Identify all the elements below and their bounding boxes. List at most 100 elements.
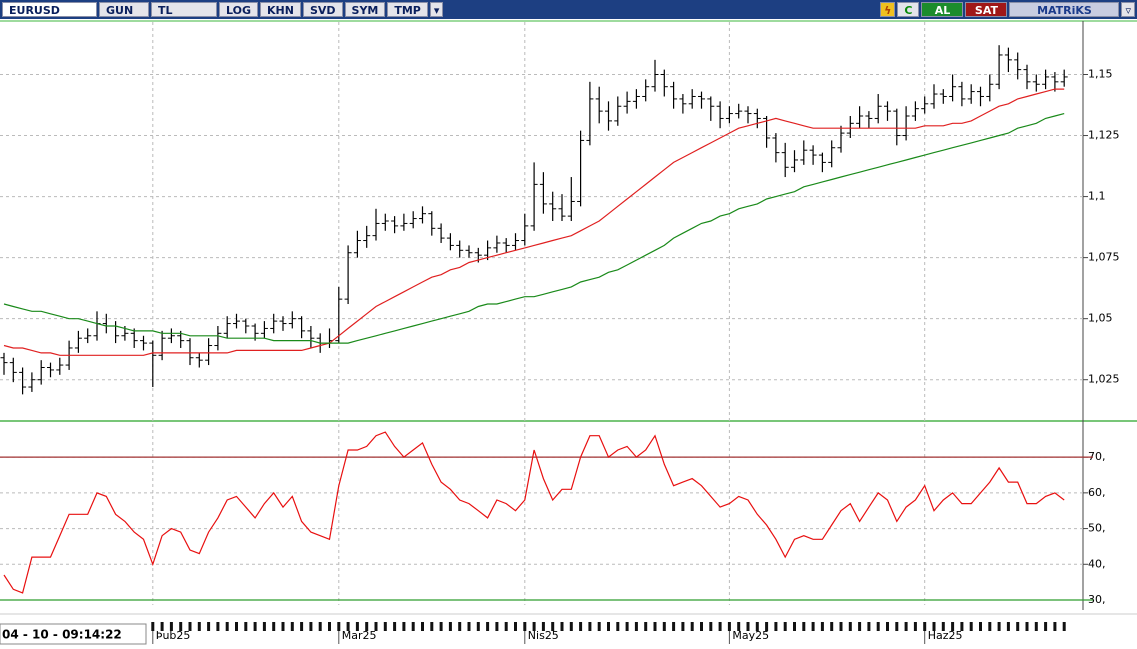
day-tick xyxy=(951,622,955,631)
day-tick xyxy=(216,622,220,631)
day-tick xyxy=(820,622,824,631)
day-tick xyxy=(272,622,276,631)
day-tick xyxy=(1025,622,1029,631)
day-tick xyxy=(607,622,610,631)
x-tick-label: May25 xyxy=(732,629,769,642)
flash-icon[interactable]: ϟ xyxy=(880,2,896,17)
day-tick xyxy=(895,622,899,631)
x-tick-label: Þub25 xyxy=(156,629,191,642)
day-tick xyxy=(932,622,936,631)
series-line xyxy=(3,431,1065,594)
day-tick xyxy=(904,622,908,631)
button[interactable]: SVD xyxy=(302,2,343,17)
x-tick-label: Haz25 xyxy=(928,629,963,642)
day-tick xyxy=(997,622,1001,631)
day-tick xyxy=(188,622,192,631)
day-tick xyxy=(848,622,852,631)
day-tick xyxy=(858,622,862,631)
y-tick-label: 70, xyxy=(1088,450,1106,463)
day-tick xyxy=(290,622,294,631)
day-tick xyxy=(1006,622,1010,631)
buy-button[interactable]: AL xyxy=(921,2,964,17)
day-tick xyxy=(755,622,759,631)
day-tick xyxy=(941,622,945,631)
symbol[interactable]: EURUSD xyxy=(2,2,97,17)
day-tick xyxy=(727,622,731,631)
toolbar-right: ϟ C AL SAT MATRiKS ▿ xyxy=(878,2,1137,17)
day-tick xyxy=(262,622,266,631)
y-tick-label: 1,15 xyxy=(1088,67,1113,80)
day-tick xyxy=(709,622,713,631)
day-tick xyxy=(374,622,378,631)
day-tick xyxy=(1044,622,1048,631)
day-tick xyxy=(346,622,350,631)
y-tick-label: 1,05 xyxy=(1088,312,1113,325)
y-tick-label: 1,025 xyxy=(1088,373,1120,386)
button[interactable]: KHN xyxy=(260,2,301,17)
day-tick xyxy=(532,622,536,631)
button[interactable]: SYM xyxy=(344,2,386,17)
background xyxy=(0,19,1137,649)
dropdown[interactable]: ▾ xyxy=(429,2,444,17)
day-tick xyxy=(830,622,834,631)
day-tick xyxy=(207,622,211,631)
window-button[interactable]: ▿ xyxy=(1121,2,1135,17)
day-tick xyxy=(616,622,620,631)
day-tick xyxy=(365,622,369,631)
day-tick xyxy=(793,622,796,631)
day-tick xyxy=(960,622,964,631)
day-tick xyxy=(197,622,201,631)
day-tick xyxy=(383,622,387,631)
day-tick xyxy=(448,622,452,631)
day-tick xyxy=(569,622,573,631)
y-tick-label: 1,1 xyxy=(1088,190,1106,203)
day-tick xyxy=(979,622,982,631)
day-tick xyxy=(504,622,508,631)
day-tick xyxy=(672,622,676,631)
x-tick-label: Nis25 xyxy=(528,629,559,642)
day-tick xyxy=(421,622,424,631)
day-tick xyxy=(430,622,434,631)
day-tick xyxy=(225,622,229,631)
day-tick xyxy=(1034,622,1038,631)
day-tick xyxy=(551,622,555,631)
brand: MATRiKS xyxy=(1009,2,1120,17)
button[interactable]: LOG xyxy=(219,2,258,17)
y-tick-label: 60, xyxy=(1088,486,1106,499)
day-tick xyxy=(402,622,406,631)
button[interactable]: TMP xyxy=(387,2,428,17)
day-tick xyxy=(802,622,806,631)
day-tick xyxy=(1016,622,1020,631)
day-tick xyxy=(355,622,359,631)
day-tick xyxy=(588,622,592,631)
series-line xyxy=(3,88,1065,356)
y-tick-label: 30, xyxy=(1088,593,1106,606)
sell-button[interactable]: SAT xyxy=(965,2,1008,17)
day-tick xyxy=(411,622,415,631)
day-tick xyxy=(486,622,490,631)
y-tick-label: 40, xyxy=(1088,557,1106,570)
toolbar: EURUSD GUN TL LOG KHN SVD SYM TMP ▾ ϟ C … xyxy=(0,0,1137,19)
day-tick xyxy=(644,622,648,631)
day-tick xyxy=(811,622,815,631)
day-tick xyxy=(160,622,164,631)
day-tick xyxy=(700,622,703,631)
day-tick xyxy=(328,622,331,631)
day-tick xyxy=(151,622,155,631)
button[interactable]: C xyxy=(897,2,920,17)
button[interactable]: GUN xyxy=(99,2,149,17)
day-tick xyxy=(765,622,769,631)
day-tick xyxy=(458,622,462,631)
day-tick xyxy=(337,622,341,631)
day-tick xyxy=(1062,622,1066,631)
day-tick xyxy=(923,622,927,631)
day-tick xyxy=(653,622,657,631)
button[interactable]: TL xyxy=(151,2,217,17)
day-tick xyxy=(514,622,517,631)
day-tick xyxy=(541,622,545,631)
day-tick xyxy=(253,622,257,631)
day-tick xyxy=(597,622,601,631)
day-tick xyxy=(169,622,173,631)
